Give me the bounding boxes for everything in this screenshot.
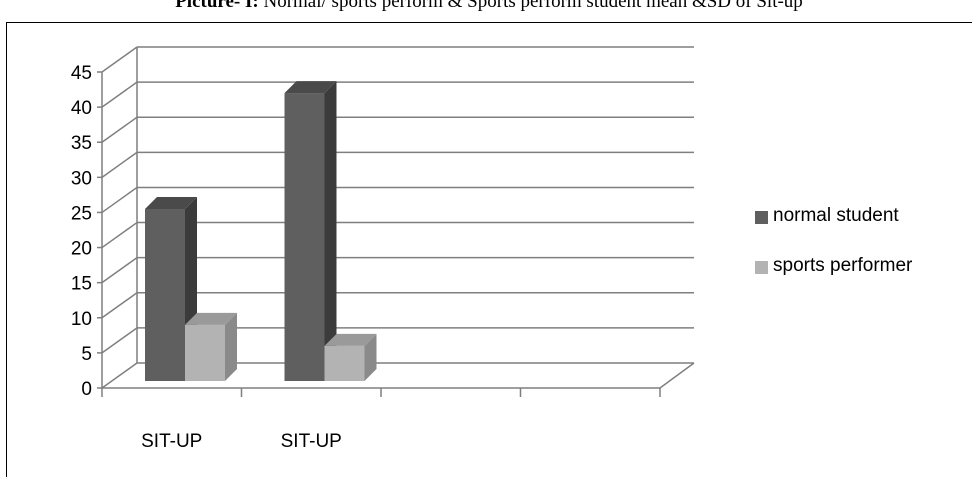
bar-normal-student-side bbox=[324, 81, 337, 381]
gridline-side bbox=[101, 151, 138, 178]
y-tick-label: 30 bbox=[71, 168, 92, 189]
bar-normal-student-top bbox=[145, 196, 197, 209]
legend-swatch-normal-student bbox=[755, 211, 768, 224]
floor-right-edge bbox=[659, 362, 695, 389]
grid-layer bbox=[101, 46, 695, 389]
y-tick-label: 15 bbox=[71, 274, 92, 295]
y-tick-label: 40 bbox=[71, 98, 92, 119]
bar-normal-student-top bbox=[284, 81, 337, 94]
bar-sports-performer-side bbox=[225, 312, 237, 381]
x-tick-label: SIT-UP bbox=[281, 431, 342, 452]
gridline-side bbox=[101, 46, 138, 73]
chart-title: Picture- I: Normal/ sports perform & Spo… bbox=[0, 0, 978, 13]
bar-layer bbox=[145, 81, 377, 381]
y-tick-label: 0 bbox=[81, 379, 92, 400]
x-tick-label: SIT-UP bbox=[141, 431, 202, 452]
gridline-side bbox=[101, 221, 138, 249]
gridline-side bbox=[101, 81, 138, 108]
y-tick-label: 25 bbox=[71, 203, 92, 224]
label-layer: 0 5 10 15 20 25 30 35 40 45 SIT-UP SIT-UP bbox=[71, 63, 342, 452]
y-tick-label: 45 bbox=[71, 63, 92, 84]
legend-swatch-sports-performer bbox=[755, 261, 768, 274]
gridline-side bbox=[101, 116, 138, 143]
axis-layer bbox=[97, 71, 661, 397]
y-tick-label: 10 bbox=[71, 309, 92, 330]
gridline-side bbox=[101, 327, 138, 354]
chart-title-text: Normal/ sports perform & Sports perform … bbox=[263, 0, 803, 12]
bar-normal-student-front bbox=[284, 93, 325, 381]
bar-sports-performer-side bbox=[364, 333, 377, 381]
legend-label-normal-student: normal student bbox=[773, 205, 899, 226]
y-tick-label: 5 bbox=[81, 344, 92, 365]
gridline-side bbox=[101, 186, 138, 214]
chart-title-prefix: Picture- I: bbox=[175, 0, 259, 12]
y-tick-label: 20 bbox=[71, 239, 92, 260]
y-tick-label: 35 bbox=[71, 133, 92, 154]
legend-label-sports-performer: sports performer bbox=[773, 255, 913, 276]
gridline-side bbox=[101, 292, 138, 319]
gridline-side bbox=[101, 257, 138, 284]
gridline-side bbox=[101, 362, 138, 389]
bar-sports-performer-top bbox=[185, 312, 237, 325]
bar-sports-performer-front bbox=[185, 324, 225, 381]
bar-sports-performer-front bbox=[324, 345, 365, 381]
chart-frame-left-border bbox=[6, 22, 7, 477]
chart-frame-top-border bbox=[6, 22, 972, 23]
bar-normal-student-front bbox=[145, 208, 185, 381]
bar-sports-performer-top bbox=[324, 333, 377, 346]
